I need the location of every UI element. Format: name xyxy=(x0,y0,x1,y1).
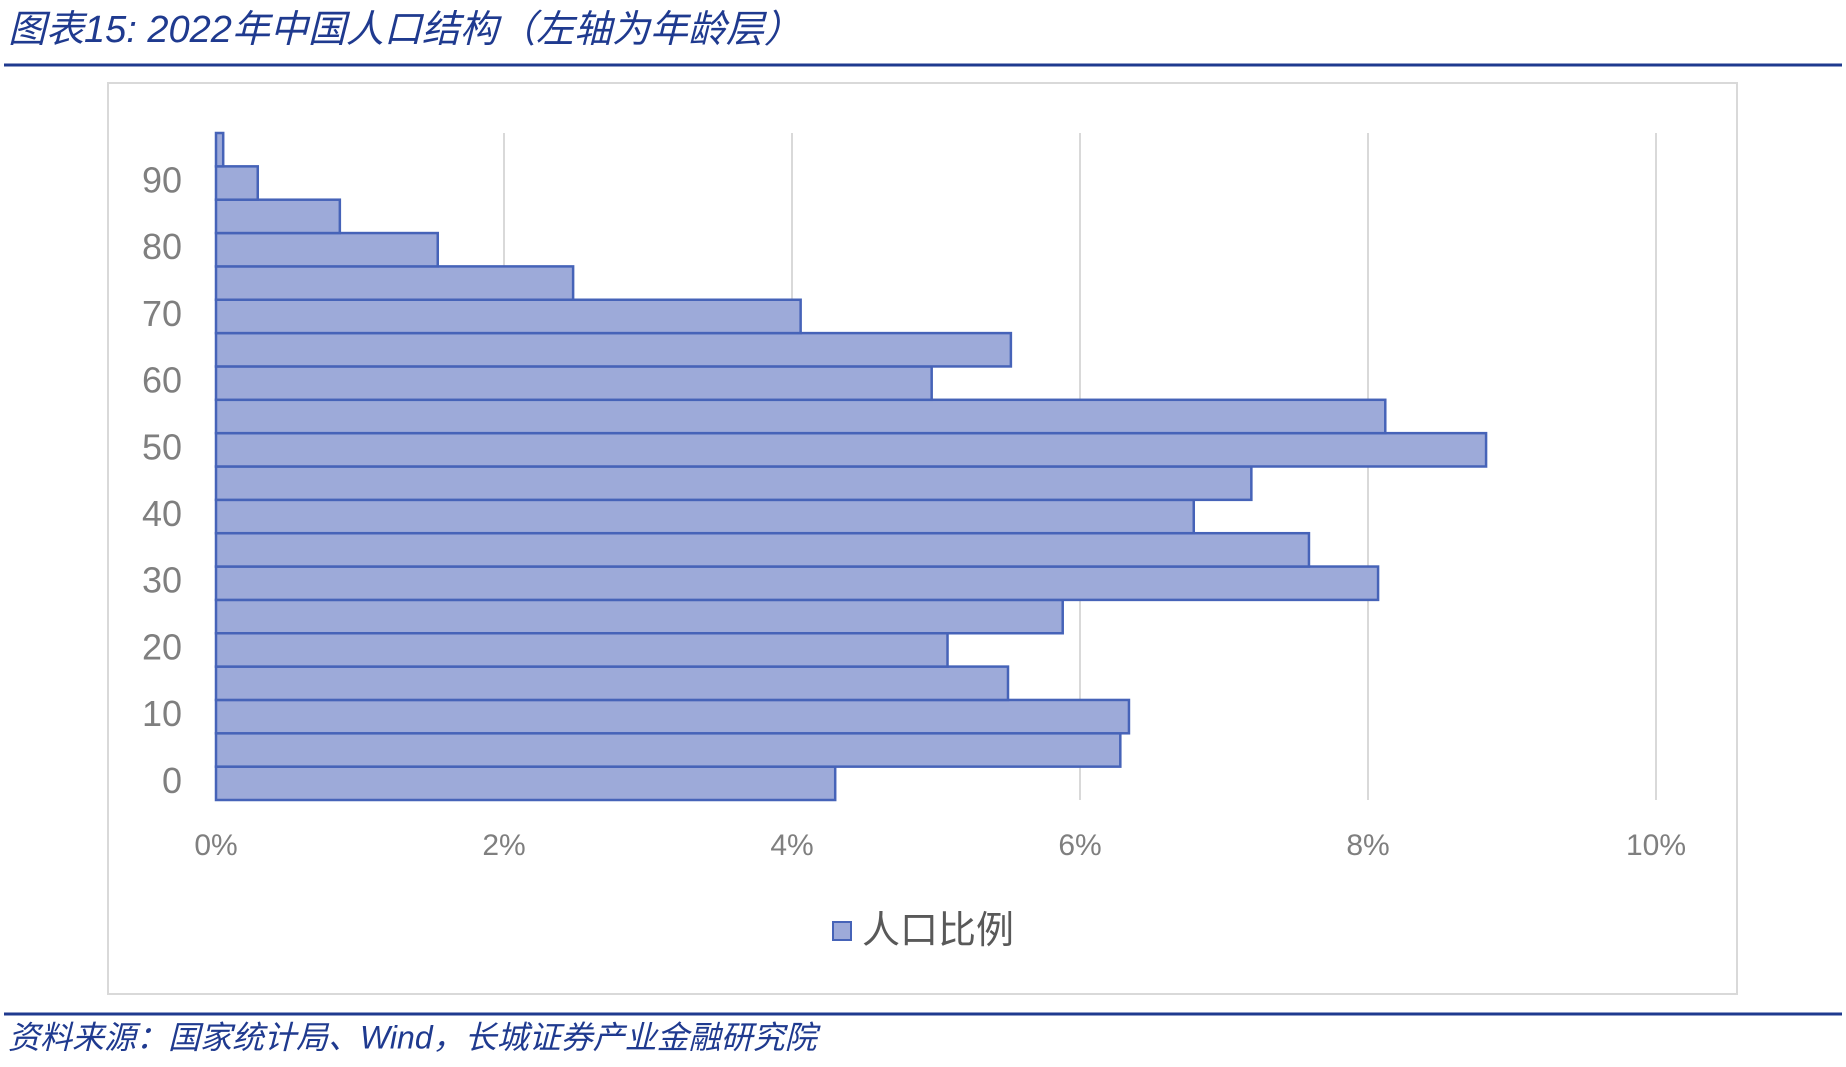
legend-label: 人口比例 xyxy=(862,910,1014,952)
y-tick-label: 10 xyxy=(142,693,182,734)
bar xyxy=(214,698,1131,735)
bar xyxy=(214,165,260,201)
y-tick-label: 70 xyxy=(142,293,182,334)
bar xyxy=(214,465,1253,502)
x-tick-label: 10% xyxy=(1626,829,1686,862)
x-tick-label: 0% xyxy=(194,829,237,862)
figure-title: 图表15: 2022年中国人口结构（左轴为年龄层） xyxy=(8,9,802,51)
bar xyxy=(214,498,1196,535)
x-tick-label: 8% xyxy=(1346,829,1389,862)
chart-frame xyxy=(107,82,1738,995)
bar xyxy=(214,131,225,168)
y-tick-label: 80 xyxy=(142,226,182,267)
bar xyxy=(214,732,1122,768)
y-tick-label: 90 xyxy=(142,160,182,201)
bar xyxy=(214,331,1013,368)
bar xyxy=(214,665,1010,702)
bar xyxy=(214,298,802,335)
source-note: 资料来源：国家统计局、Wind，长城证券产业金融研究院 xyxy=(8,1019,822,1055)
bar xyxy=(214,398,1387,435)
bar xyxy=(214,598,1064,635)
y-tick-label: 40 xyxy=(142,493,182,534)
x-tick-label: 6% xyxy=(1058,829,1101,862)
bar xyxy=(214,198,342,235)
bar xyxy=(214,765,837,802)
bar xyxy=(214,265,575,301)
y-tick-label: 50 xyxy=(142,426,182,467)
bar xyxy=(214,632,949,668)
y-tick-label: 30 xyxy=(142,560,182,601)
legend-swatch xyxy=(832,921,852,941)
y-tick-label: 20 xyxy=(142,626,182,667)
x-tick-label: 2% xyxy=(482,829,525,862)
bar xyxy=(214,231,440,268)
y-tick-label: 60 xyxy=(142,360,182,401)
bar xyxy=(214,565,1380,602)
bar xyxy=(214,531,1311,568)
bar xyxy=(214,431,1488,468)
bar xyxy=(214,365,933,402)
y-tick-label: 0 xyxy=(162,760,182,801)
x-tick-label: 4% xyxy=(770,829,813,862)
